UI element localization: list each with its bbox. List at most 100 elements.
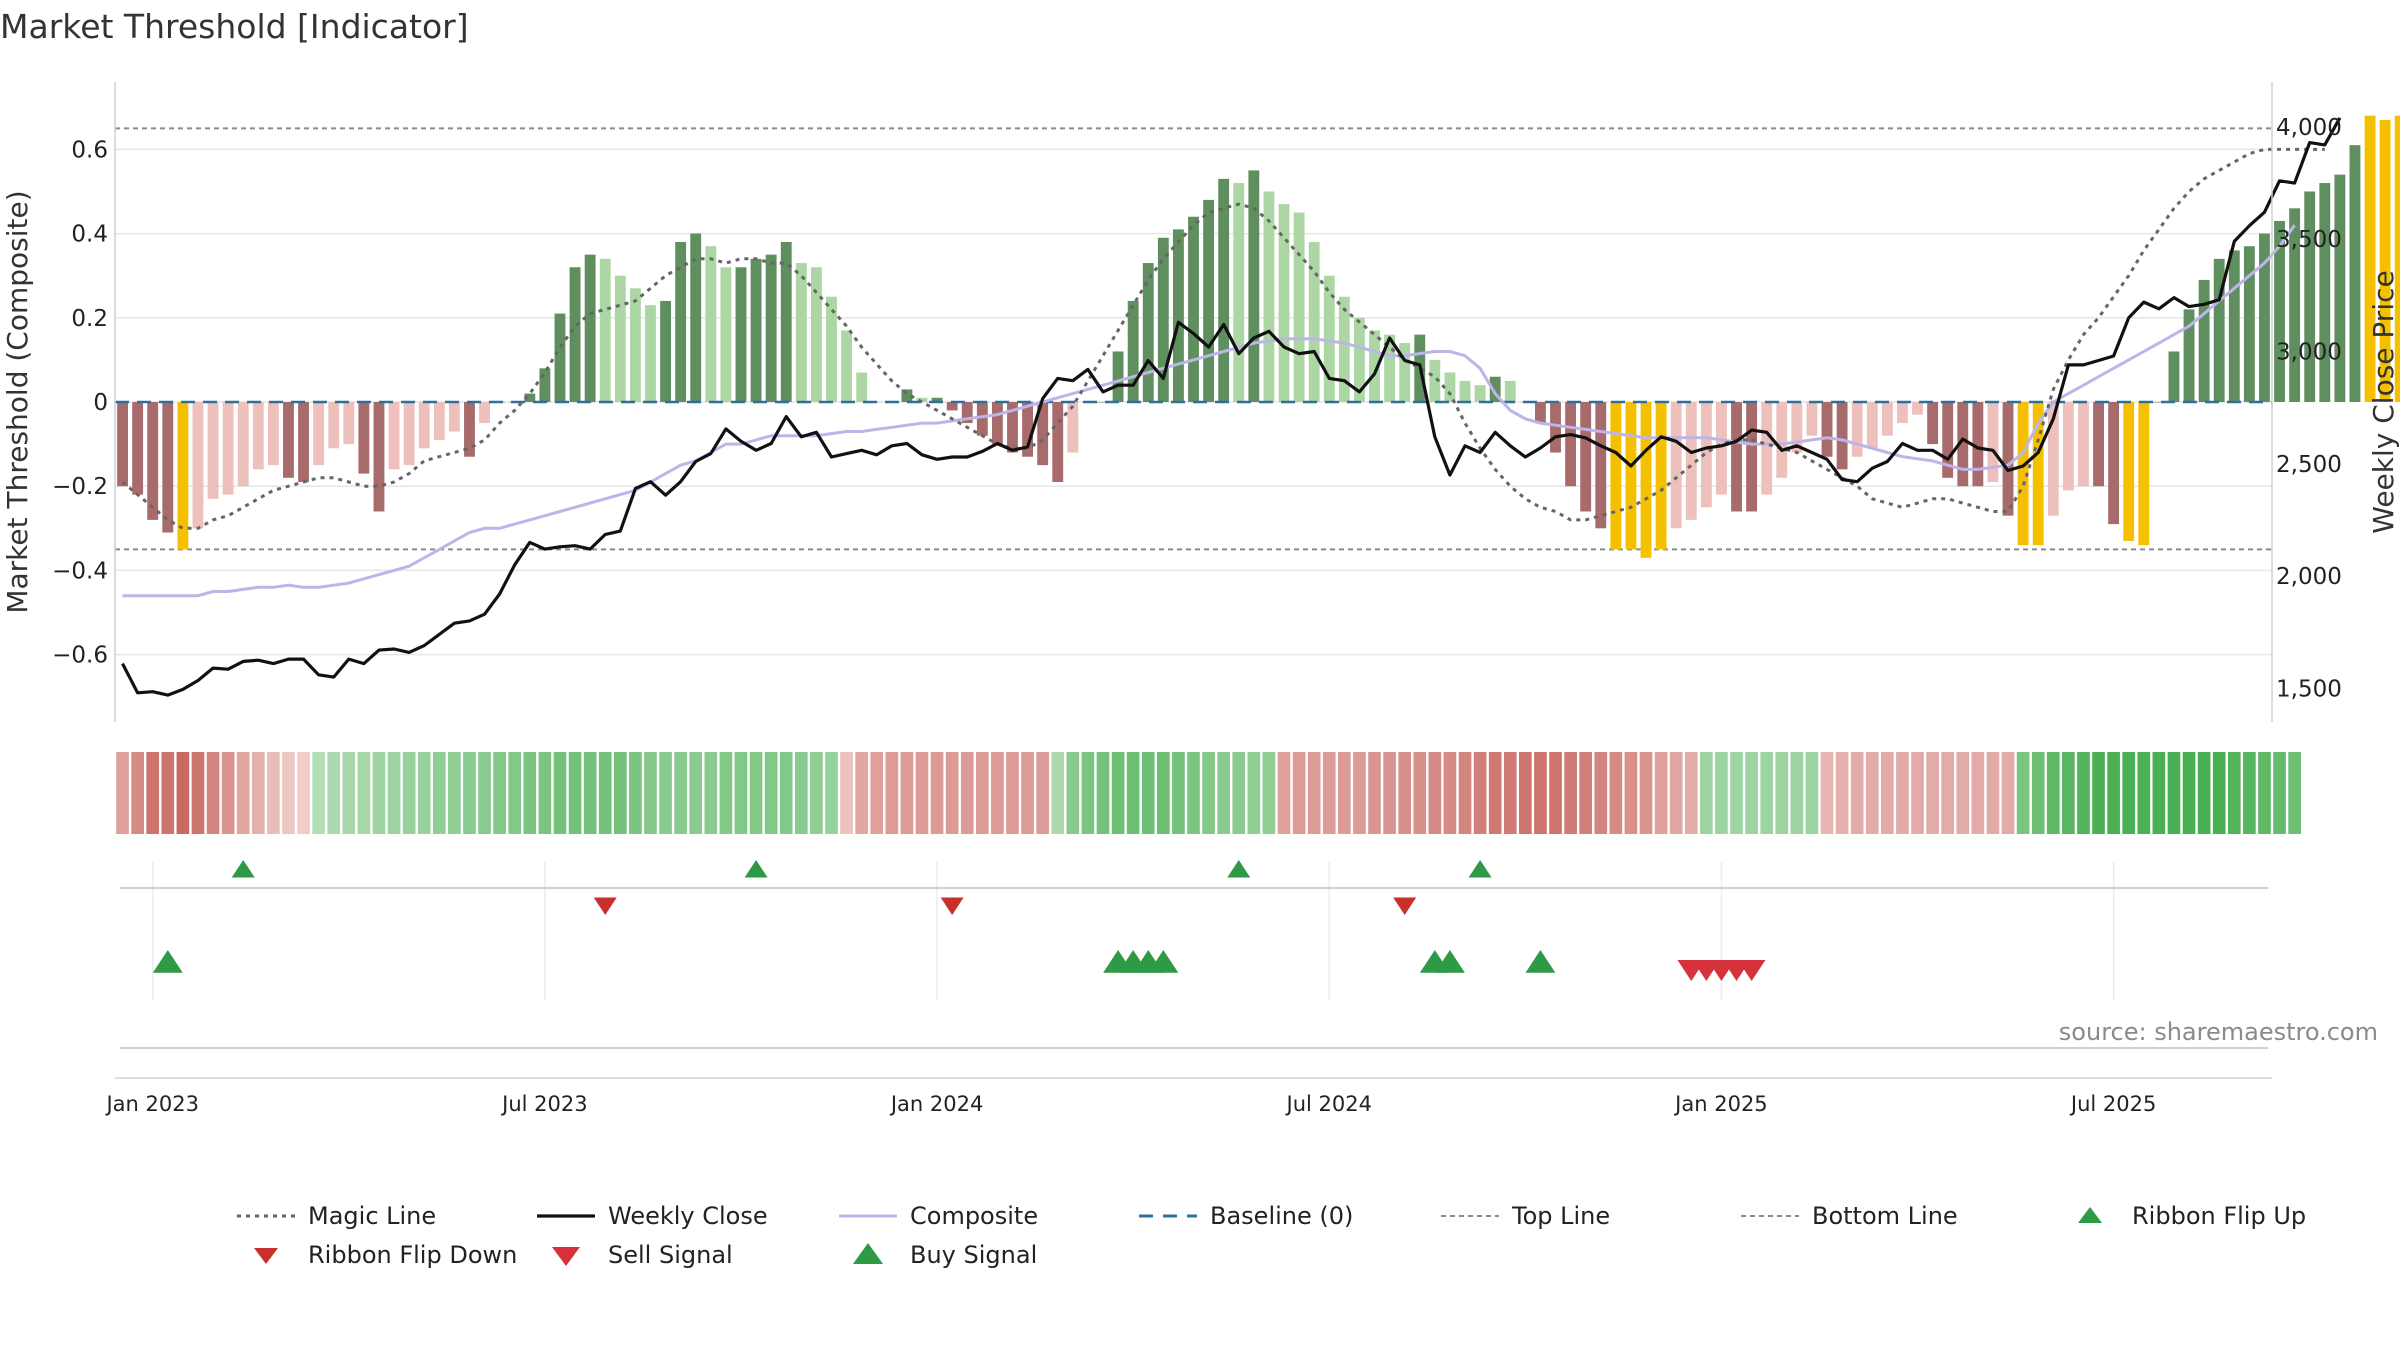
composite-bar bbox=[479, 402, 490, 424]
ribbon-cell bbox=[372, 752, 386, 834]
ribbon-cell bbox=[1187, 752, 1200, 834]
ribbon-cell bbox=[1383, 752, 1396, 834]
ribbon-cell bbox=[1579, 752, 1593, 834]
composite-bar bbox=[584, 254, 596, 402]
composite-bar bbox=[916, 397, 928, 402]
ribbon-cell bbox=[1881, 752, 1894, 834]
composite-bar bbox=[1293, 212, 1305, 402]
ribbon-cell bbox=[598, 752, 612, 834]
ribbon-cell bbox=[116, 752, 129, 834]
composite-bar bbox=[1595, 402, 1607, 529]
composite-bar bbox=[117, 402, 128, 487]
ribbon-cell bbox=[1307, 752, 1321, 834]
ribbon-cell bbox=[1473, 752, 1487, 834]
composite-bar bbox=[1897, 402, 1908, 424]
ribbon-cell bbox=[2197, 752, 2211, 834]
composite-bar bbox=[2047, 402, 2059, 516]
ribbon-cell bbox=[1338, 752, 1351, 834]
composite-bar bbox=[298, 402, 309, 482]
composite-bar bbox=[660, 300, 671, 402]
composite-bar bbox=[1474, 385, 1486, 402]
composite-bar bbox=[1067, 402, 1079, 453]
composite-bar bbox=[162, 402, 174, 533]
ribbon-cell bbox=[2137, 752, 2151, 834]
composite-bar bbox=[2259, 233, 2270, 402]
x-tick-label: Jul 2023 bbox=[500, 1092, 587, 1116]
composite-bar bbox=[1881, 402, 1893, 436]
composite-bar bbox=[705, 246, 717, 402]
composite-bar bbox=[1700, 402, 1712, 508]
y-left-tick-label: −0.2 bbox=[52, 474, 108, 500]
composite-bar bbox=[2364, 115, 2376, 403]
ribbon-cell bbox=[2258, 752, 2271, 834]
composite-bar bbox=[1429, 359, 1441, 402]
ribbon-cell bbox=[282, 752, 295, 834]
composite-bar bbox=[1746, 402, 1758, 512]
composite-bar bbox=[599, 258, 611, 402]
composite-bar bbox=[1022, 402, 1034, 457]
composite-bar bbox=[2017, 402, 2029, 546]
ribbon-flip-up-marker bbox=[744, 860, 768, 878]
ribbon-cell bbox=[448, 752, 461, 834]
ribbon-cell bbox=[991, 752, 1004, 834]
ribbon-cell bbox=[1247, 752, 1261, 834]
y-left-tick-label: 0.6 bbox=[71, 137, 108, 163]
composite-bar bbox=[645, 305, 656, 402]
ribbon-cell bbox=[870, 752, 884, 834]
composite-bar bbox=[2002, 402, 2014, 516]
legend-swatch bbox=[254, 1248, 278, 1264]
ribbon-cell bbox=[2107, 752, 2120, 834]
ribbon-cell bbox=[1941, 752, 1955, 834]
composite-bar bbox=[2394, 115, 2400, 403]
composite-bar bbox=[448, 402, 460, 432]
legend-swatch bbox=[552, 1247, 580, 1266]
composite-bar bbox=[1731, 402, 1742, 512]
ribbon-cell bbox=[2092, 752, 2105, 834]
ribbon-cell bbox=[1684, 752, 1698, 834]
composite-bar bbox=[1369, 330, 1380, 402]
ribbon-cell bbox=[1458, 752, 1472, 834]
ribbon-cell bbox=[1353, 752, 1366, 834]
ribbon-cell bbox=[1669, 752, 1683, 834]
ribbon-cell bbox=[779, 752, 793, 834]
composite-bar bbox=[2304, 191, 2316, 402]
composite-bar bbox=[1972, 402, 1984, 487]
composite-bar bbox=[1037, 402, 1049, 466]
x-tick-label: Jul 2025 bbox=[2069, 1092, 2156, 1116]
composite-bar bbox=[177, 402, 189, 550]
composite-bar bbox=[765, 254, 777, 402]
ribbon-cell bbox=[1111, 752, 1125, 834]
composite-bar bbox=[539, 368, 551, 402]
composite-bar bbox=[1942, 402, 1954, 478]
ribbon-cell bbox=[191, 752, 205, 834]
composite-bar bbox=[1172, 229, 1184, 402]
ribbon-cell bbox=[1051, 752, 1065, 834]
composite-bar bbox=[750, 258, 762, 402]
composite-bar bbox=[2108, 402, 2120, 525]
composite-bar bbox=[2183, 309, 2195, 402]
composite-bar bbox=[2319, 183, 2331, 402]
ribbon-cell bbox=[1292, 752, 1306, 834]
ribbon-cell bbox=[1609, 752, 1623, 834]
composite-bar bbox=[2078, 402, 2089, 487]
composite-bar bbox=[192, 402, 204, 529]
ribbon-cell bbox=[2273, 752, 2286, 834]
chart-title: Market Threshold [Indicator] bbox=[0, 7, 469, 46]
ribbon-cell bbox=[825, 752, 838, 834]
legend-label: Magic Line bbox=[308, 1202, 436, 1230]
ribbon-cell bbox=[221, 752, 235, 834]
ribbon-cell bbox=[900, 752, 914, 834]
composite-bar bbox=[343, 402, 355, 445]
composite-bar bbox=[810, 267, 822, 402]
ribbon-cell bbox=[1986, 752, 2000, 834]
composite-bar bbox=[2289, 208, 2301, 402]
signal-markers: Jan 2023 Jul 2023 Jan 2024 Jul 2024 Jan 2025… bbox=[104, 860, 2272, 1116]
legend-label: Baseline (0) bbox=[1210, 1202, 1353, 1230]
ribbon-cell bbox=[131, 752, 144, 834]
composite-bar bbox=[629, 288, 641, 402]
composite-bar bbox=[2243, 246, 2255, 402]
composite-bar bbox=[2198, 279, 2210, 402]
composite-bar bbox=[358, 402, 370, 474]
ribbon-cell bbox=[1956, 752, 1970, 834]
ribbon-cell bbox=[1639, 752, 1653, 834]
